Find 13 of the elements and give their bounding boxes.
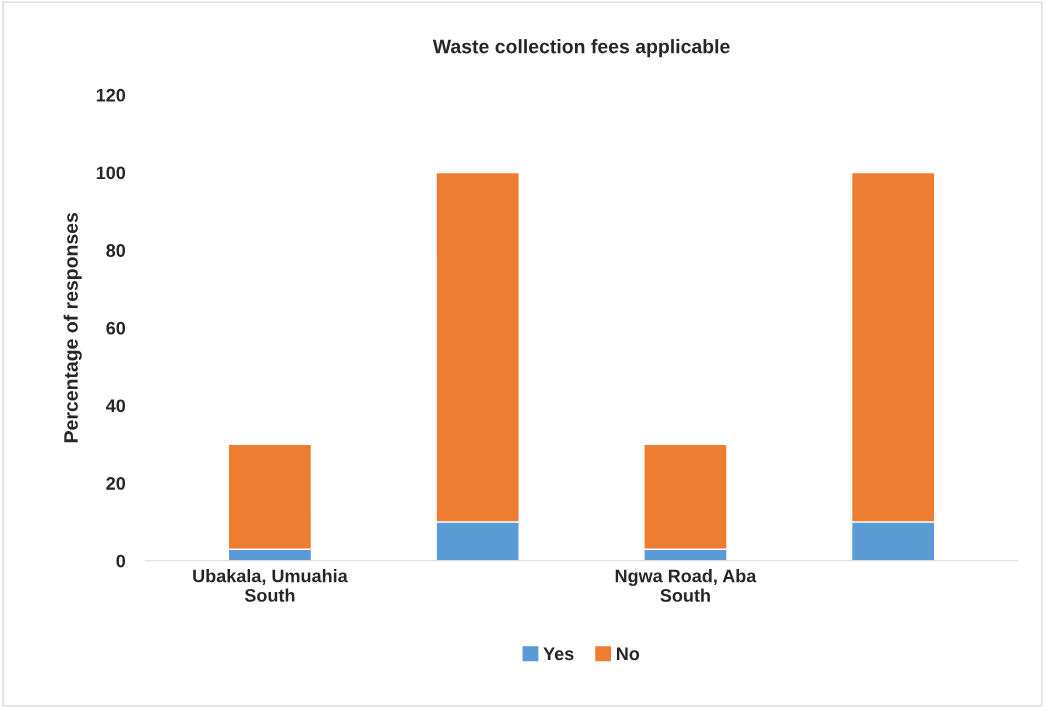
chart-title: Waste collection fees applicable	[432, 39, 730, 58]
y-tick-label: 0	[116, 554, 126, 568]
y-tick-label: 40	[106, 399, 126, 413]
y-tick-label: 80	[106, 244, 126, 257]
legend-label: Yes	[543, 647, 574, 661]
y-axis-title: Percentage of responses	[63, 212, 82, 443]
x-tick-label: Ngwa Road, Aba South	[615, 569, 757, 602]
legend-label: No	[616, 647, 640, 661]
y-tick-label: 100	[96, 166, 126, 180]
x-tick-label: Ubakala, Umuahia South	[193, 569, 348, 602]
y-tick-label: 20	[106, 477, 126, 490]
y-tick-label: 60	[106, 321, 126, 335]
y-tick-label: 120	[96, 88, 126, 102]
